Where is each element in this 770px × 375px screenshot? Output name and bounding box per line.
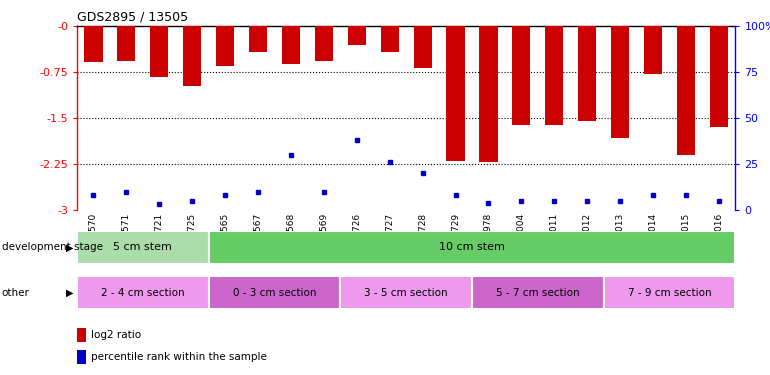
Bar [77, 231, 209, 264]
Bar [216, 26, 234, 66]
Bar [282, 26, 300, 64]
Text: log2 ratio: log2 ratio [92, 330, 142, 340]
Bar [183, 26, 201, 86]
Bar [447, 26, 464, 161]
Text: percentile rank within the sample: percentile rank within the sample [92, 352, 267, 362]
Text: 5 cm stem: 5 cm stem [113, 243, 172, 252]
Bar [677, 26, 695, 155]
Text: ▶: ▶ [65, 243, 73, 252]
Text: 2 - 4 cm section: 2 - 4 cm section [101, 288, 185, 297]
Text: other: other [2, 288, 29, 297]
Bar [380, 26, 399, 52]
Text: 3 - 5 cm section: 3 - 5 cm section [364, 288, 448, 297]
Bar [77, 328, 85, 342]
Text: development stage: development stage [2, 243, 102, 252]
Bar [512, 26, 531, 126]
Bar [611, 26, 629, 138]
Bar [77, 350, 85, 364]
Bar [77, 276, 209, 309]
Text: 7 - 9 cm section: 7 - 9 cm section [628, 288, 711, 297]
Bar [209, 276, 340, 309]
Bar [710, 26, 728, 128]
Bar [480, 26, 497, 162]
Text: GDS2895 / 13505: GDS2895 / 13505 [77, 11, 188, 24]
Text: 5 - 7 cm section: 5 - 7 cm section [496, 288, 580, 297]
Bar [340, 276, 472, 309]
Bar [209, 231, 735, 264]
Text: 10 cm stem: 10 cm stem [439, 243, 505, 252]
Text: 0 - 3 cm section: 0 - 3 cm section [233, 288, 316, 297]
Bar [315, 26, 333, 61]
Bar [85, 26, 102, 62]
Bar [644, 26, 662, 74]
Bar [604, 276, 735, 309]
Bar [348, 26, 366, 45]
Bar [578, 26, 596, 121]
Bar [545, 26, 564, 126]
Bar [249, 26, 267, 52]
Bar [472, 276, 604, 309]
Bar [413, 26, 432, 68]
Bar [150, 26, 169, 77]
Text: ▶: ▶ [65, 288, 73, 297]
Bar [117, 26, 136, 61]
